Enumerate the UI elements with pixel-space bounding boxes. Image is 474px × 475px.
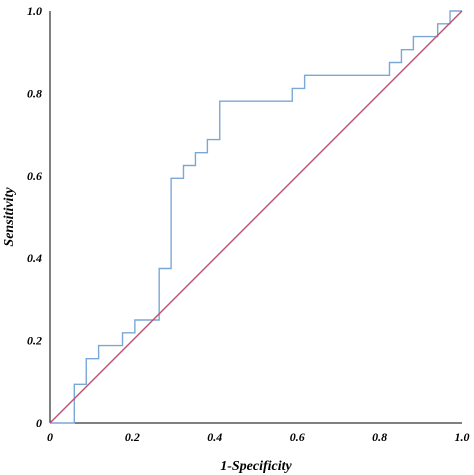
- reference-diagonal-line: [49, 10, 463, 424]
- x-tick-label: 0.2: [125, 430, 140, 444]
- series-layer: [49, 10, 463, 424]
- roc-curve-line: [50, 10, 462, 424]
- y-tick-label: 0.8: [27, 86, 42, 100]
- x-tick-labels: 0 0.2 0.4 0.6 0.8 1.0: [47, 430, 470, 444]
- y-tick-label: 1.0: [27, 4, 42, 18]
- x-tick-label: 0.8: [372, 430, 387, 444]
- y-axis-title: Sensitivity: [2, 187, 17, 247]
- y-tick-label: 0.6: [27, 169, 42, 183]
- y-tick-label: 0.4: [27, 251, 42, 265]
- y-tick-label: 0: [36, 416, 42, 430]
- x-axis-title: 1-Specificity: [220, 459, 292, 474]
- y-tick-label: 0.2: [27, 334, 42, 348]
- x-tick-label: 1.0: [455, 430, 470, 444]
- y-tick-labels: 0 0.2 0.4 0.6 0.8 1.0: [27, 4, 42, 430]
- x-tick-label: 0.6: [290, 430, 305, 444]
- x-tick-label: 0: [47, 430, 53, 444]
- x-tick-label: 0.4: [207, 430, 222, 444]
- axes: [49, 11, 462, 424]
